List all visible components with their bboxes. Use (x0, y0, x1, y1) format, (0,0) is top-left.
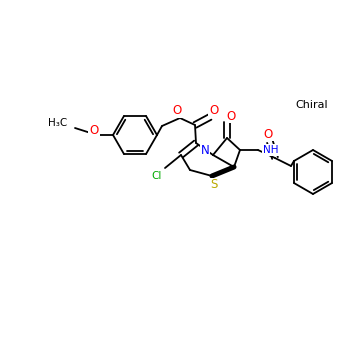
Text: O: O (226, 110, 236, 122)
Text: Chiral: Chiral (295, 100, 328, 110)
Text: O: O (209, 105, 219, 118)
Text: N: N (201, 144, 209, 156)
Text: NH: NH (263, 145, 279, 155)
Text: O: O (263, 127, 273, 140)
Text: O: O (172, 105, 182, 118)
Text: S: S (210, 178, 218, 191)
Text: Cl: Cl (152, 171, 162, 181)
Text: O: O (89, 124, 99, 136)
Text: H₃C: H₃C (48, 118, 67, 128)
